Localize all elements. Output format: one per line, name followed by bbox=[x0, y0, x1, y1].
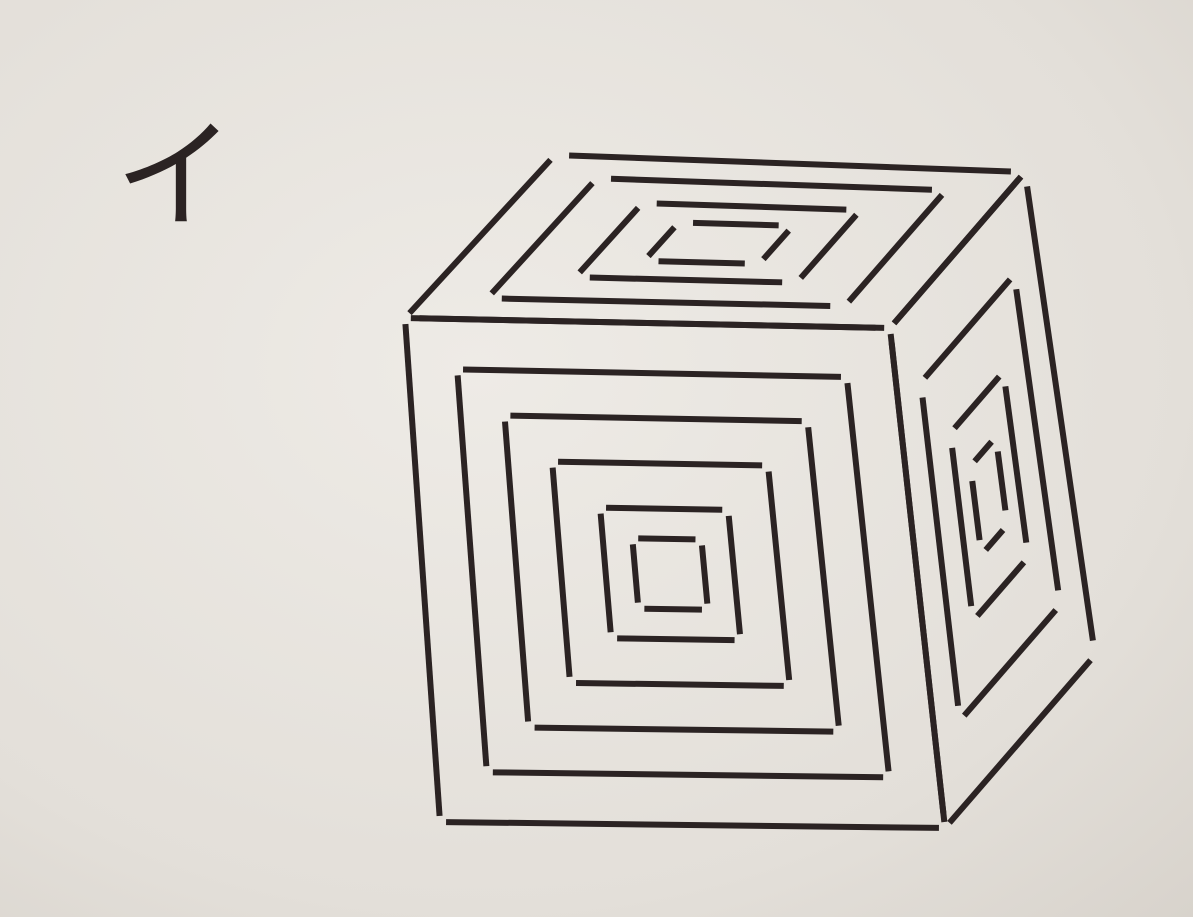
cube-line bbox=[501, 421, 532, 722]
cube-line bbox=[617, 635, 735, 644]
cube-line bbox=[419, 315, 876, 331]
cube-line bbox=[961, 608, 1059, 718]
cube-line bbox=[644, 605, 702, 613]
cube-line bbox=[983, 528, 1006, 552]
cube-line bbox=[658, 258, 745, 267]
cube-line bbox=[919, 397, 962, 707]
cube-line bbox=[949, 447, 975, 607]
cube-line bbox=[1013, 288, 1062, 591]
cube-line bbox=[510, 412, 802, 425]
figure-label: イ bbox=[115, 108, 235, 247]
cube-line bbox=[846, 192, 945, 304]
cube-line bbox=[568, 152, 1012, 175]
cube-line bbox=[629, 544, 641, 603]
cube-line bbox=[1024, 186, 1096, 641]
cube-line bbox=[558, 458, 763, 469]
cube-line bbox=[501, 295, 831, 309]
cube-line bbox=[597, 513, 614, 633]
cube-line bbox=[952, 374, 1002, 431]
cube-line bbox=[610, 175, 933, 193]
cube bbox=[402, 152, 1096, 831]
cube-line bbox=[761, 228, 791, 262]
cube-line bbox=[844, 382, 892, 772]
cube-line bbox=[692, 219, 779, 229]
cube-line bbox=[1002, 385, 1030, 544]
cube-line bbox=[698, 545, 711, 604]
cube-line bbox=[646, 225, 677, 259]
cube-line bbox=[489, 181, 595, 296]
cube-line bbox=[888, 342, 947, 814]
cube-line bbox=[805, 426, 842, 727]
cube-line bbox=[765, 471, 793, 681]
cube-line bbox=[549, 467, 573, 678]
cube-line bbox=[656, 200, 847, 213]
cube-line bbox=[994, 451, 1009, 511]
cube-line bbox=[407, 157, 553, 316]
cube-line bbox=[454, 375, 490, 767]
cube-line bbox=[492, 769, 884, 781]
cube-line bbox=[638, 535, 696, 543]
cube-line bbox=[725, 515, 743, 635]
cube-line bbox=[577, 205, 641, 275]
cube-line bbox=[798, 212, 859, 280]
cube-line bbox=[605, 504, 723, 513]
cube-line bbox=[402, 323, 443, 817]
cube-line bbox=[534, 724, 834, 735]
cube-line bbox=[972, 439, 994, 464]
cube-line bbox=[969, 480, 983, 541]
cube-line bbox=[446, 819, 939, 831]
cube-line bbox=[462, 366, 842, 380]
cube-line bbox=[589, 274, 783, 286]
cube-line bbox=[891, 174, 1024, 326]
cube-line bbox=[922, 277, 1013, 380]
cube-line bbox=[947, 658, 1093, 825]
cube-line bbox=[575, 679, 784, 689]
cube-line bbox=[975, 560, 1027, 618]
